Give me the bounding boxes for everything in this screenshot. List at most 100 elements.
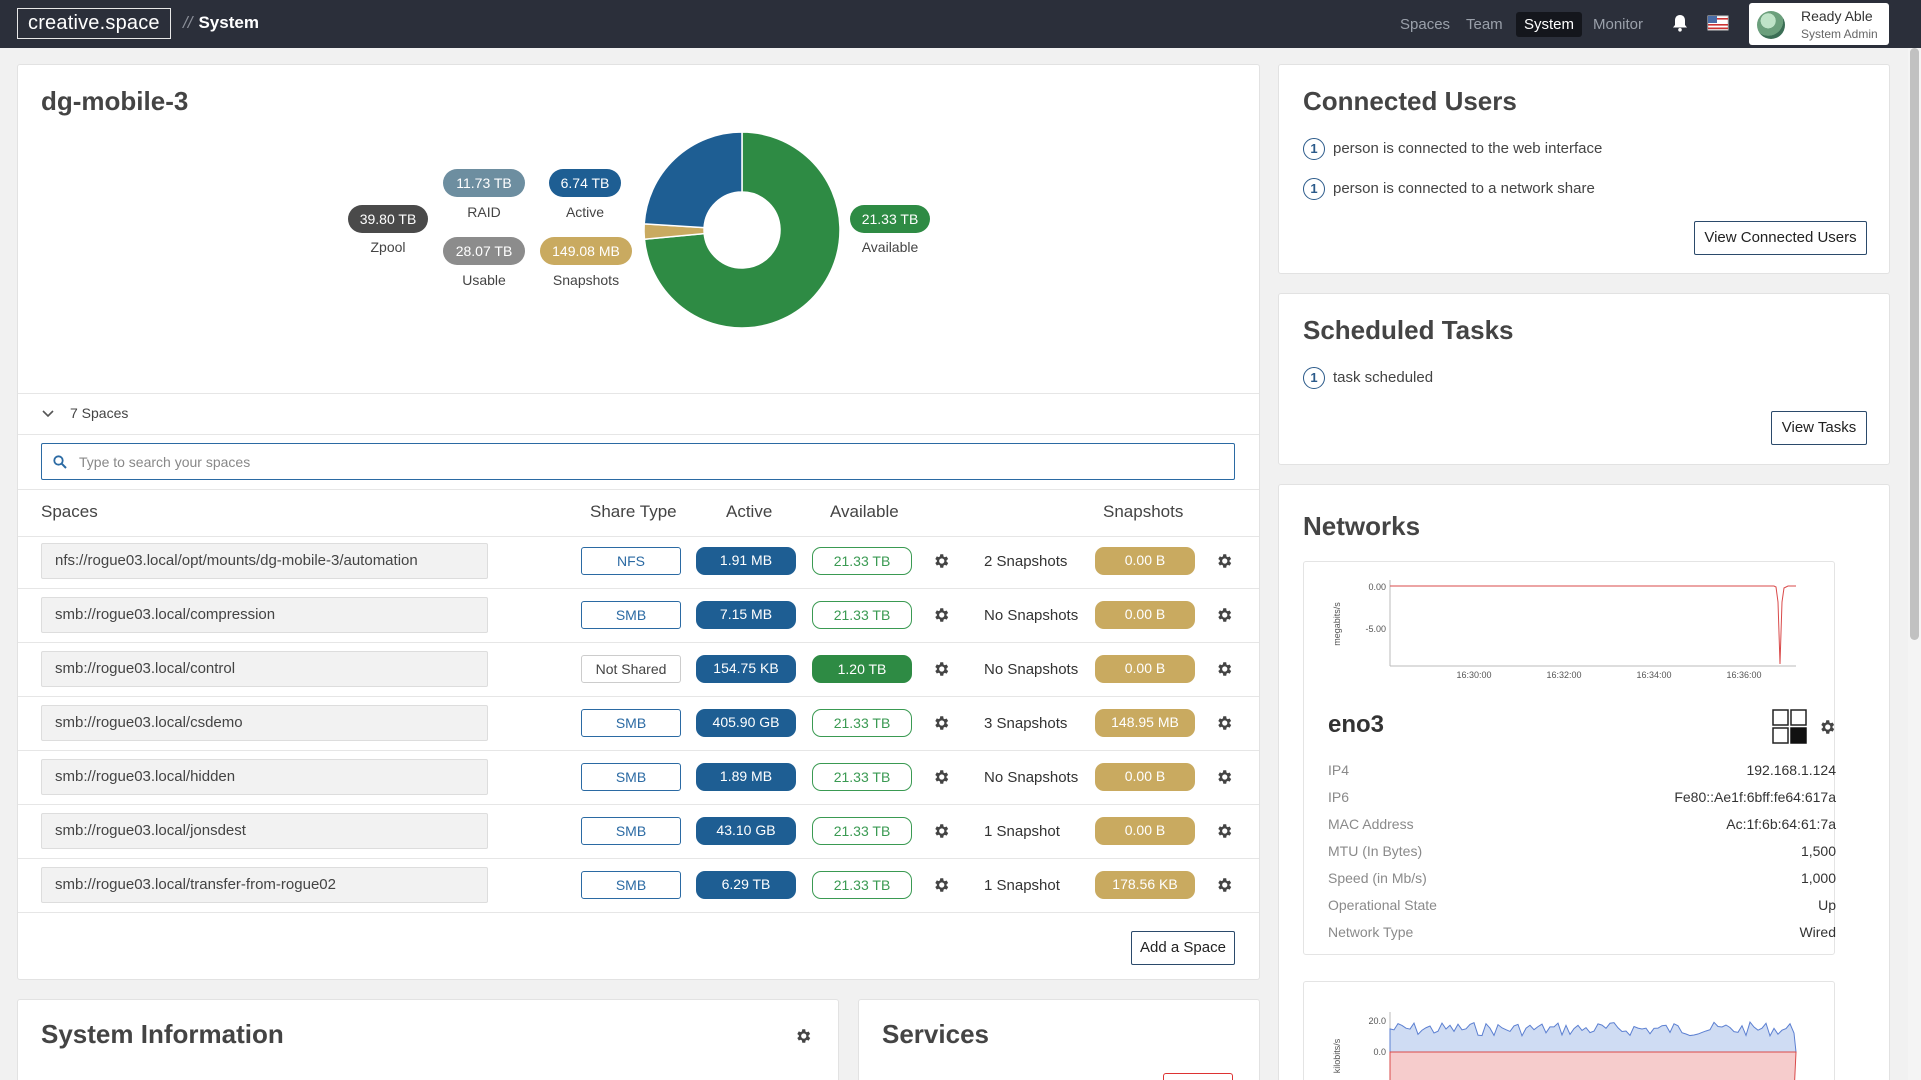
share-type-badge[interactable]: NFS (581, 547, 681, 575)
space-path[interactable]: smb://rogue03.local/hidden (41, 759, 488, 795)
spaces-search-input[interactable]: Type to search your spaces (41, 443, 1235, 480)
system-information-title: System Information (41, 1019, 284, 1049)
interface-field: MTU (In Bytes) 1,500 (1328, 843, 1836, 859)
share-type-badge[interactable]: SMB (581, 709, 681, 737)
nav-system[interactable]: System (1516, 12, 1583, 37)
user-menu[interactable]: Ready Able System Admin (1749, 3, 1889, 45)
chevron-down-icon[interactable] (41, 409, 55, 419)
interface-field: IP6 Fe80::Ae1f:6bff:fe64:617a (1328, 789, 1836, 805)
chart1-xtick: 16:34:00 (1636, 670, 1671, 680)
search-icon (53, 455, 67, 469)
share-users-text: person is connected to a network share (1333, 180, 1595, 197)
gear-icon[interactable] (932, 552, 950, 570)
field-label: Operational State (1328, 897, 1437, 913)
active-size-badge: 7.15 MB (696, 601, 796, 629)
flag-icon[interactable] (1707, 14, 1729, 32)
scheduled-tasks-title: Scheduled Tasks (1303, 315, 1514, 345)
gear-icon[interactable] (1215, 714, 1233, 732)
space-path[interactable]: nfs://rogue03.local/opt/mounts/dg-mobile… (41, 543, 488, 579)
nav-spaces[interactable]: Spaces (1400, 16, 1451, 33)
nav-team[interactable]: Team (1466, 16, 1503, 33)
tasks-line: 1 task scheduled (1303, 367, 1433, 389)
space-path[interactable]: smb://rogue03.local/csdemo (41, 705, 488, 741)
scrollbar-thumb[interactable] (1910, 48, 1919, 640)
system-information-card: System Information (17, 999, 839, 1080)
breadcrumb: // System (183, 13, 259, 33)
chart2-ytick: 0.0 (1373, 1047, 1386, 1057)
space-path[interactable]: smb://rogue03.local/compression (41, 597, 488, 633)
field-label: IP6 (1328, 789, 1350, 805)
nav-monitor[interactable]: Monitor (1593, 16, 1644, 33)
row-divider (18, 858, 1259, 859)
snapshot-size-badge: 0.00 B (1095, 655, 1195, 683)
breadcrumb-current: System (198, 13, 259, 32)
active-size-badge: 154.75 KB (696, 655, 796, 683)
field-label: MAC Address (1328, 816, 1414, 832)
gear-icon[interactable] (932, 606, 950, 624)
view-tasks-button[interactable]: View Tasks (1771, 411, 1867, 445)
space-path[interactable]: smb://rogue03.local/control (41, 651, 488, 687)
field-label: MTU (In Bytes) (1328, 843, 1423, 859)
gear-icon[interactable] (1215, 876, 1233, 894)
available-size-badge: 21.33 TB (812, 871, 912, 899)
available-size-badge: 21.33 TB (812, 709, 912, 737)
share-type-badge[interactable]: Not Shared (581, 655, 681, 683)
col-header-available: Available (830, 502, 899, 521)
space-path[interactable]: smb://rogue03.local/transfer-from-rogue0… (41, 867, 488, 903)
snapshot-size-badge: 148.95 MB (1095, 709, 1195, 737)
gear-icon[interactable] (1215, 822, 1233, 840)
divider (18, 434, 1259, 435)
donut-segment-active (643, 131, 743, 229)
divider (18, 393, 1259, 394)
field-value: 1,000 (1800, 870, 1836, 886)
gear-icon[interactable] (794, 1027, 812, 1045)
gear-icon[interactable] (1215, 660, 1233, 678)
available-size-badge: 21.33 TB (812, 547, 912, 575)
field-label: Speed (in Mb/s) (1328, 870, 1427, 886)
snapshot-size-badge: 0.00 B (1095, 547, 1195, 575)
view-connected-users-button[interactable]: View Connected Users (1694, 221, 1867, 255)
available-size-badge: 21.33 TB (812, 763, 912, 791)
gear-icon[interactable] (1215, 606, 1233, 624)
snapshot-count: No Snapshots (984, 769, 1079, 786)
available-size-badge: 21.33 TB (812, 601, 912, 629)
gear-icon[interactable] (932, 822, 950, 840)
bell-icon[interactable] (1672, 14, 1688, 32)
share-type-badge[interactable]: SMB (581, 817, 681, 845)
row-divider (18, 912, 1259, 913)
connected-users-title: Connected Users (1303, 86, 1517, 116)
gear-icon[interactable] (1215, 768, 1233, 786)
networks-card: Networks megabits/s 0.00 -5.00 16:30:00 … (1278, 484, 1890, 1080)
chart1-ylabel: megabits/s (1332, 602, 1342, 646)
gear-icon[interactable] (1215, 552, 1233, 570)
share-type-badge[interactable]: SMB (581, 763, 681, 791)
services-button[interactable] (1163, 1073, 1233, 1080)
field-value: Ac:1f:6b:64:61:7a (1726, 816, 1836, 832)
active-size-badge: 1.89 MB (696, 763, 796, 791)
chart2-ylabel: kilobits/s (1332, 1038, 1342, 1073)
share-users-line: 1 person is connected to a network share (1303, 178, 1595, 200)
gear-icon[interactable] (932, 876, 950, 894)
gear-icon[interactable] (932, 768, 950, 786)
interface-field: MAC Address Ac:1f:6b:64:61:7a (1328, 816, 1836, 832)
add-space-button[interactable]: Add a Space (1131, 931, 1235, 965)
active-label: Active (565, 204, 605, 220)
gear-icon[interactable] (932, 660, 950, 678)
chart1-ytick: 0.00 (1368, 582, 1386, 592)
share-type-badge[interactable]: SMB (581, 601, 681, 629)
snapshots-value: 149.08 MB (540, 237, 632, 265)
snapshot-count: No Snapshots (984, 661, 1079, 678)
chart1-xtick: 16:30:00 (1456, 670, 1491, 680)
share-type-badge[interactable]: SMB (581, 871, 681, 899)
available-size-badge: 1.20 TB (812, 655, 912, 683)
logo[interactable]: creative.space (17, 8, 171, 39)
space-path[interactable]: smb://rogue03.local/jonsdest (41, 813, 488, 849)
web-users-line: 1 person is connected to the web interfac… (1303, 138, 1602, 160)
gear-icon[interactable] (1818, 718, 1836, 736)
available-size-badge: 21.33 TB (812, 817, 912, 845)
connected-users-card: Connected Users 1 person is connected to … (1278, 64, 1890, 274)
spaces-count-toggle[interactable]: 7 Spaces (70, 405, 129, 421)
active-size-badge: 405.90 GB (696, 709, 796, 737)
usable-value: 28.07 TB (443, 237, 525, 265)
gear-icon[interactable] (932, 714, 950, 732)
